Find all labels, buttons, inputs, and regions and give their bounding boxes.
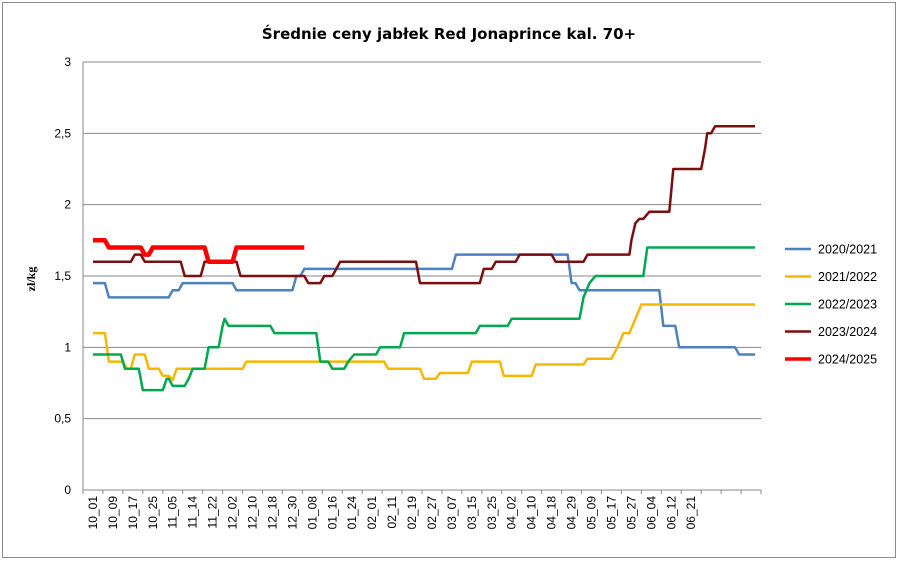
legend-label: 2023/2024	[818, 325, 877, 339]
chart-title: Średnie ceny jabłek Red Jonaprince kal. …	[262, 24, 636, 43]
x-tick-label: 12_02	[226, 496, 240, 530]
x-tick-label: 10_25	[146, 496, 160, 530]
x-tick-label: 10_01	[86, 496, 100, 530]
series-line-2024-2025	[93, 238, 305, 264]
series-lines	[93, 124, 755, 392]
x-tick-label: 05_27	[624, 496, 638, 530]
x-tick-label: 03_25	[485, 496, 499, 530]
x-tick-label: 11_05	[166, 496, 180, 529]
series-line-2021-2022	[93, 303, 755, 382]
y-tick-label: 0	[64, 483, 71, 497]
x-tick-label: 02_01	[365, 496, 379, 530]
x-tick-label: 03_07	[445, 496, 459, 530]
legend-label: 2022/2023	[818, 298, 877, 312]
x-tick-label: 10_17	[126, 496, 140, 530]
x-tick-label: 06_21	[684, 496, 698, 530]
y-tick-labels: 0 0,5 1 1,5 2 2,5 3	[54, 55, 71, 497]
x-tick-label: 10_09	[106, 496, 120, 530]
x-tick-labels: 10_01 10_09 10_17 10_25 11_05 11_14 11_22 12_02…	[86, 496, 698, 530]
x-tick-label: 03_15	[465, 496, 479, 530]
x-tick-label: 12_18	[265, 496, 279, 530]
series-line-2020-2021	[93, 253, 755, 356]
x-tick-label: 05_17	[604, 496, 618, 530]
legend-label: 2024/2025	[818, 353, 877, 367]
gridlines	[83, 61, 761, 420]
x-tick-label: 11_14	[186, 496, 200, 529]
y-tick-label: 0,5	[54, 412, 71, 426]
x-tick-label: 04_02	[505, 496, 519, 530]
x-tick-label: 06_04	[644, 496, 658, 530]
x-tick-label: 04_18	[545, 496, 559, 530]
y-tick-label: 2	[64, 198, 71, 212]
series-line-2023-2024	[93, 124, 755, 285]
x-tick-label: 02_27	[425, 496, 439, 530]
x-tick-label: 01_24	[345, 496, 359, 530]
y-tick-label: 2,5	[54, 126, 71, 140]
legend-label: 2020/2021	[818, 243, 877, 257]
x-tick-label: 12_10	[246, 496, 260, 530]
x-tick-label: 11_22	[206, 496, 220, 529]
y-axis-label: zł/kg	[24, 267, 38, 292]
y-tick-label: 3	[64, 55, 71, 69]
x-tick-label: 01_16	[325, 496, 339, 530]
line-chart: Średnie ceny jabłek Red Jonaprince kal. …	[24, 24, 877, 530]
y-tick-label: 1	[64, 340, 71, 354]
axes	[82, 62, 762, 494]
x-tick-label: 06_12	[664, 496, 678, 530]
x-tick-label: 04_10	[525, 496, 539, 530]
y-tick-label: 1,5	[54, 269, 71, 283]
x-tick-label: 02_19	[405, 496, 419, 530]
series-line-2022-2023	[93, 246, 755, 392]
x-tick-label: 12_30	[285, 496, 299, 530]
legend-label: 2021/2022	[818, 270, 877, 284]
x-tick-label: 05_09	[585, 496, 599, 530]
x-tick-label: 04_29	[565, 496, 579, 530]
legend: 2020/2021 2021/2022 2022/2023 2023/2024 2024…	[785, 243, 877, 367]
x-tick-label: 01_08	[305, 496, 319, 530]
x-tick-label: 02_11	[385, 496, 399, 529]
